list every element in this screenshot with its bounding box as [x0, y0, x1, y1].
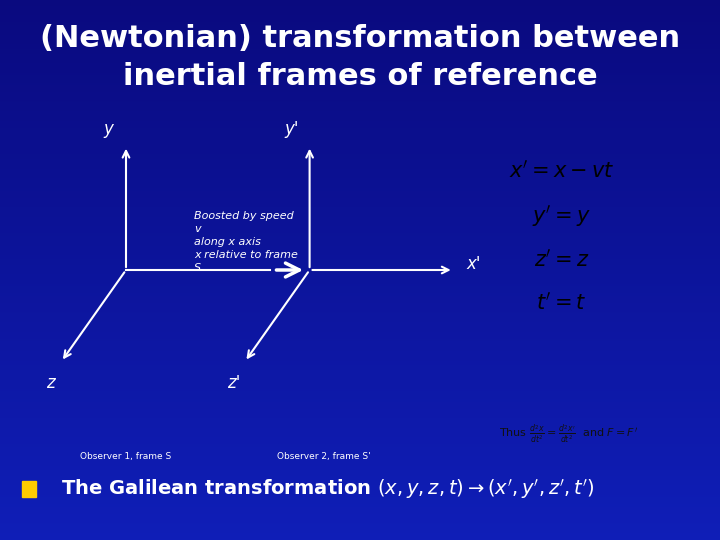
- Text: y: y: [103, 120, 113, 138]
- Text: inertial frames of reference: inertial frames of reference: [122, 62, 598, 91]
- Text: $z' = z$: $z' = z$: [534, 248, 590, 270]
- Text: Boosted by speed
v
along x axis
x relative to frame
S: Boosted by speed v along x axis x relati…: [194, 211, 298, 273]
- Bar: [22, 481, 36, 497]
- Text: $x' = x - vt$: $x' = x - vt$: [509, 159, 614, 181]
- Text: y': y': [284, 120, 299, 138]
- Text: x': x': [467, 254, 481, 273]
- Text: z: z: [46, 374, 55, 391]
- Text: $t' = t$: $t' = t$: [536, 292, 587, 313]
- Text: The Galilean transformation $(x,y,z,t)\rightarrow(x',y',z',t')$: The Galilean transformation $(x,y,z,t)\r…: [61, 477, 595, 501]
- Text: (Newtonian) transformation between: (Newtonian) transformation between: [40, 24, 680, 53]
- Text: Thus $\frac{d^2x}{dt^2} = \frac{d^2x'}{dt^2}$  and $F = F'$: Thus $\frac{d^2x}{dt^2} = \frac{d^2x'}{d…: [499, 424, 639, 446]
- Text: z': z': [228, 374, 240, 391]
- Text: $y' = y$: $y' = y$: [532, 203, 591, 229]
- Text: Observer 2, frame S': Observer 2, frame S': [277, 452, 371, 461]
- Text: Observer 1, frame S: Observer 1, frame S: [81, 452, 171, 461]
